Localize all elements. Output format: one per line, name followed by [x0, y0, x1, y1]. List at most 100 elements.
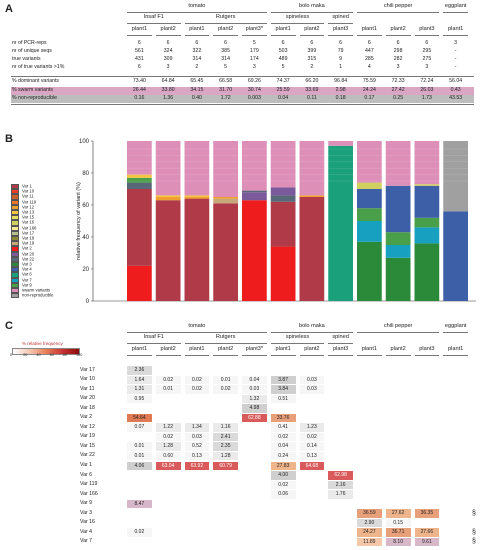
heatmap-cell: 0.13: [184, 451, 210, 461]
table-a-cell: -: [454, 56, 457, 62]
heatmap-cell: 1.64: [127, 375, 152, 385]
legend-label: Var 11: [22, 194, 34, 200]
table-a-cell: 30.74: [247, 87, 261, 93]
heatmap-row-label: Var 2: [80, 414, 93, 421]
heatmap-cell: [357, 442, 382, 451]
heatmap-cell: [213, 366, 238, 375]
heatmap-plant-label: plant3*: [245, 346, 264, 352]
legend-swatch: [11, 204, 19, 210]
table-a-cell: 0.16: [134, 95, 145, 101]
heatmap-cell: [271, 366, 296, 375]
heatmap-species-label: eggplant: [444, 323, 467, 329]
heatmap-cell: 1.32: [242, 394, 267, 404]
heatmap-cell: [185, 500, 210, 509]
table-a-species-rule: [357, 12, 440, 13]
heatmap-footnote-marker: §: [472, 528, 476, 536]
heatmap-cell: [242, 442, 267, 451]
heatmap-cell: 1.31: [127, 385, 152, 394]
heatmap-cell: [213, 500, 238, 509]
table-a-cell: 489: [278, 56, 288, 62]
heatmap-cell: [415, 519, 440, 528]
heatmap-cell: 0.14: [299, 442, 325, 451]
heatmap-color-scale: [12, 348, 80, 355]
heatmap-cell: [242, 366, 267, 375]
legend-swatch: [11, 277, 19, 283]
heatmap-footnote-marker: §: [472, 538, 476, 546]
heatmap-subgroup-label: spineless: [285, 334, 310, 340]
bar-segment: [299, 195, 325, 197]
heatmap-row-label: Var 15: [80, 442, 95, 449]
heatmap-species-rule: [357, 332, 440, 333]
table-a-plant-label: plant2: [390, 26, 406, 32]
table-a-cell: 96.84: [334, 78, 348, 84]
table-a-cell: 9: [339, 56, 343, 62]
heatmap-cell: [328, 395, 353, 404]
heatmap-cell: 0.07: [127, 423, 152, 432]
heatmap-cell: [127, 538, 152, 547]
heatmap-cell: [443, 376, 468, 385]
legend-label: Var 2: [22, 246, 32, 252]
heatmap-cell: 0.02: [299, 432, 325, 442]
heatmap-cell: [300, 414, 325, 423]
table-a-plant-rule: [155, 35, 181, 36]
table-a-row-label: % dominant variants: [12, 78, 59, 84]
panel-letter-a: A: [5, 3, 13, 15]
table-a-cell: 66.58: [219, 78, 233, 84]
table-a-cell: 6: [195, 40, 199, 46]
table-a-plant-rule: [127, 35, 152, 36]
heatmap-cell: 62.98: [328, 471, 353, 480]
heatmap-plant-label: plant2: [304, 346, 320, 352]
bar-segment: [443, 141, 468, 212]
heatmap-cell: [185, 481, 210, 490]
heatmap-cell: 0.01: [127, 451, 152, 461]
table-a-cell: 2: [195, 64, 199, 70]
heatmap-cell: [328, 376, 353, 385]
heatmap-subgroup-rule: [328, 343, 353, 344]
heatmap-cell: [213, 481, 238, 490]
panel-letter-b: B: [5, 133, 13, 145]
heatmap-cell: [300, 509, 325, 518]
table-a-cell: 6: [339, 40, 343, 46]
bar-segment: [213, 197, 238, 199]
heatmap-cell: [271, 404, 296, 413]
table-a-cell: 2.98: [335, 87, 346, 93]
table-a-cell: 282: [393, 56, 403, 62]
heatmap-row-label: Var 10: [80, 376, 95, 383]
bar-segment: [299, 197, 325, 301]
heatmap-cell: [213, 509, 238, 518]
table-a-cell: 503: [278, 48, 288, 54]
table-a-cell: 0.18: [335, 95, 346, 101]
heatmap-cell: [300, 490, 325, 499]
heatmap-cell: 1.76: [328, 490, 353, 499]
legend-label: Var 7: [22, 277, 32, 283]
legend-label: Var 20: [22, 251, 35, 257]
table-a-divider: [11, 104, 474, 105]
legend-swatch: [11, 256, 19, 262]
heatmap-cell: [156, 500, 181, 509]
heatmap-cell: [386, 414, 411, 423]
heatmap-species-label: bolo maka: [298, 323, 325, 329]
table-a-cell: 1.72: [220, 95, 231, 101]
heatmap-cell: 54.64: [127, 413, 152, 423]
heatmap-cell: [328, 433, 353, 442]
legend-swatch: [11, 189, 19, 195]
heatmap-plant-label: plant3: [419, 346, 435, 352]
heatmap-cell: [386, 481, 411, 490]
table-a-cell: 431: [135, 56, 144, 62]
heatmap-cell: [300, 366, 325, 375]
y-tick-label: 0: [86, 299, 90, 305]
legend-entry: Var 3: [11, 262, 32, 268]
table-a-cell: 0.25: [393, 95, 404, 101]
legend-swatch: [11, 288, 19, 294]
heatmap-cell: [415, 462, 440, 471]
bar-segment: [127, 182, 152, 189]
heatmap-cell: [415, 404, 440, 413]
table-a-row-band: [11, 95, 474, 103]
heatmap-cell: [357, 500, 382, 509]
heatmap-cell: [328, 462, 353, 471]
heatmap-cell: 64.68: [299, 461, 325, 471]
table-a-plant-label: plant2: [160, 26, 176, 32]
table-a-cell: 0.40: [191, 95, 202, 101]
heatmap-cell: [443, 442, 468, 451]
heatmap-row-label: Var 6: [80, 471, 93, 478]
